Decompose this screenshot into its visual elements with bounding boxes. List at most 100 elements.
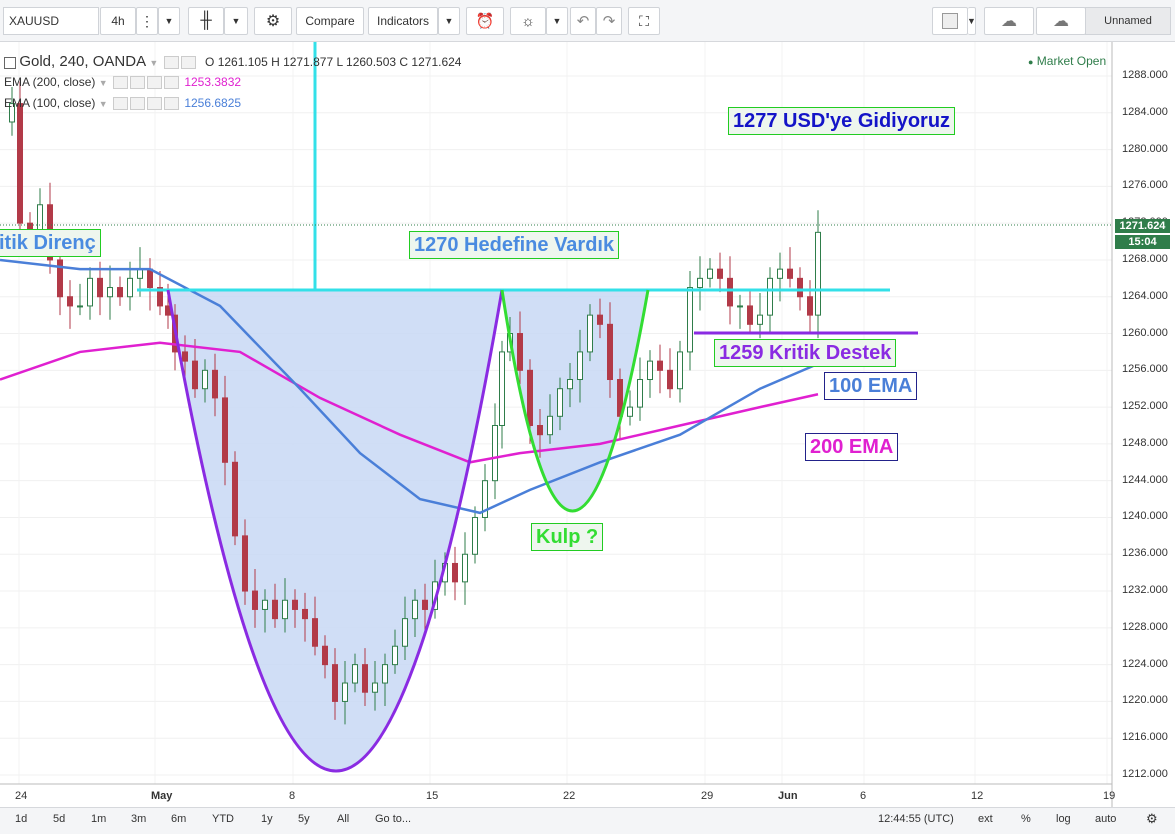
- candle-body: [517, 333, 523, 371]
- chevron-down-icon[interactable]: ▼: [98, 78, 108, 88]
- settings-icon[interactable]: [129, 97, 145, 111]
- candle-body: [202, 369, 208, 390]
- candle-body: [547, 415, 553, 436]
- candle-style-icon[interactable]: ╫: [188, 7, 224, 35]
- eye-icon[interactable]: [163, 56, 179, 70]
- chevron-down-icon[interactable]: ▼: [98, 99, 108, 109]
- candle-body: [362, 664, 368, 693]
- clock: 12:44:55 (UTC): [878, 813, 954, 825]
- candle-body: [77, 305, 83, 308]
- candle-body: [17, 103, 23, 224]
- settings-icon[interactable]: [180, 56, 196, 70]
- cloud-upload-icon[interactable]: ☁: [1036, 7, 1086, 35]
- time-tick-label: 6: [860, 790, 867, 802]
- countdown-tag: 15:04: [1115, 235, 1170, 249]
- candle-body: [192, 360, 198, 390]
- candle-body: [97, 277, 103, 298]
- time-tick-label: 19: [1103, 790, 1116, 802]
- status-dot-icon: ●: [1028, 57, 1034, 67]
- chart-area[interactable]: Gold, 240, OANDA ▼ O 1261.105 H 1271.877…: [0, 42, 1175, 807]
- candles: [9, 81, 821, 725]
- price-tick-label: 1232.000: [1122, 584, 1168, 597]
- candle-body: [302, 608, 308, 620]
- chevron-down-icon[interactable]: ▼: [438, 7, 460, 35]
- annotation-reached[interactable]: 1270 Hedefine Vardık: [409, 231, 620, 259]
- close-icon[interactable]: [163, 76, 179, 90]
- settings-icon[interactable]: [129, 76, 145, 90]
- range-button[interactable]: 5y: [298, 813, 310, 825]
- candle-body: [252, 590, 258, 610]
- market-status: ● Market Open: [1028, 54, 1106, 68]
- interval-menu-icon[interactable]: ⋮: [136, 7, 158, 35]
- more-icon[interactable]: [146, 97, 162, 111]
- range-button[interactable]: YTD: [212, 813, 234, 825]
- chevron-down-icon[interactable]: ▼: [546, 7, 568, 35]
- chart-svg[interactable]: [0, 42, 1175, 807]
- range-button[interactable]: 5d: [53, 813, 66, 825]
- time-tick-label: 8: [289, 790, 296, 802]
- ext-toggle[interactable]: ext: [978, 813, 993, 825]
- chevron-down-icon[interactable]: ▼: [967, 7, 976, 35]
- last-price-tag: 1271.624: [1115, 219, 1170, 233]
- candle-body: [242, 535, 248, 592]
- chevron-down-icon[interactable]: ▼: [224, 7, 248, 35]
- candle-body: [647, 360, 653, 381]
- alarm-icon[interactable]: ⏰: [466, 7, 504, 35]
- candle-body: [372, 682, 378, 693]
- compare-button[interactable]: Compare: [296, 7, 364, 35]
- close-icon[interactable]: [163, 97, 179, 111]
- collapse-icon[interactable]: [4, 56, 16, 69]
- indicators-button[interactable]: Indicators: [368, 7, 438, 35]
- candle-body: [557, 388, 563, 417]
- candle-body: [107, 287, 113, 298]
- candle-body: [392, 645, 398, 666]
- redo-icon[interactable]: ↷: [596, 7, 622, 35]
- series-title: Gold, 240, OANDA: [19, 53, 147, 70]
- cloud-download-icon[interactable]: ☁: [984, 7, 1034, 35]
- candle-body: [492, 425, 498, 482]
- annotation-target[interactable]: 1277 USD'ye Gidiyoruz: [728, 107, 956, 135]
- interval-button[interactable]: 4h: [100, 7, 136, 35]
- annotation-support[interactable]: 1259 Kritik Destek: [714, 339, 897, 367]
- layout-name-button[interactable]: Unnamed: [1085, 7, 1171, 35]
- symbol-input[interactable]: XAUUSD: [3, 7, 99, 35]
- annotation-handle[interactable]: Kulp ?: [531, 523, 604, 551]
- annotation-ema100[interactable]: 100 EMA: [824, 372, 918, 400]
- candle-body: [212, 369, 218, 399]
- candle-body: [117, 287, 123, 298]
- auto-toggle[interactable]: auto: [1095, 813, 1117, 825]
- annotation-ema200[interactable]: 200 EMA: [805, 433, 899, 461]
- price-tick-label: 1284.000: [1122, 105, 1168, 118]
- range-button[interactable]: All: [337, 813, 350, 825]
- range-button[interactable]: 1d: [15, 813, 28, 825]
- price-tick-label: 1244.000: [1122, 473, 1168, 486]
- eye-icon[interactable]: [112, 97, 128, 111]
- candle-body: [717, 268, 723, 279]
- price-tick-label: 1256.000: [1122, 363, 1168, 376]
- candle-body: [667, 369, 673, 390]
- lightbulb-icon[interactable]: ☼: [510, 7, 546, 35]
- range-button[interactable]: 3m: [131, 813, 147, 825]
- range-button[interactable]: 6m: [171, 813, 187, 825]
- gear-icon[interactable]: ⚙: [1146, 811, 1158, 826]
- range-button[interactable]: 1y: [261, 813, 273, 825]
- log-toggle[interactable]: log: [1056, 813, 1071, 825]
- percent-toggle[interactable]: %: [1021, 813, 1031, 825]
- candle-body: [757, 314, 763, 325]
- snapshot-icon[interactable]: [932, 7, 968, 35]
- candle-body: [807, 296, 813, 316]
- more-icon[interactable]: [146, 76, 162, 90]
- chevron-down-icon[interactable]: ▼: [158, 7, 180, 35]
- goto-button[interactable]: Go to...: [375, 813, 412, 825]
- candle-body: [747, 305, 753, 325]
- fullscreen-icon[interactable]: ⛶: [628, 7, 660, 35]
- chevron-down-icon[interactable]: ▼: [149, 58, 159, 68]
- eye-icon[interactable]: [112, 76, 128, 90]
- annotation-resistance[interactable]: itik Direnç: [0, 229, 101, 257]
- candle-body: [9, 103, 15, 123]
- gear-icon[interactable]: ⚙: [254, 7, 292, 35]
- candle-body: [232, 461, 238, 537]
- candle-body: [482, 480, 488, 518]
- range-button[interactable]: 1m: [91, 813, 107, 825]
- undo-icon[interactable]: ↶: [570, 7, 596, 35]
